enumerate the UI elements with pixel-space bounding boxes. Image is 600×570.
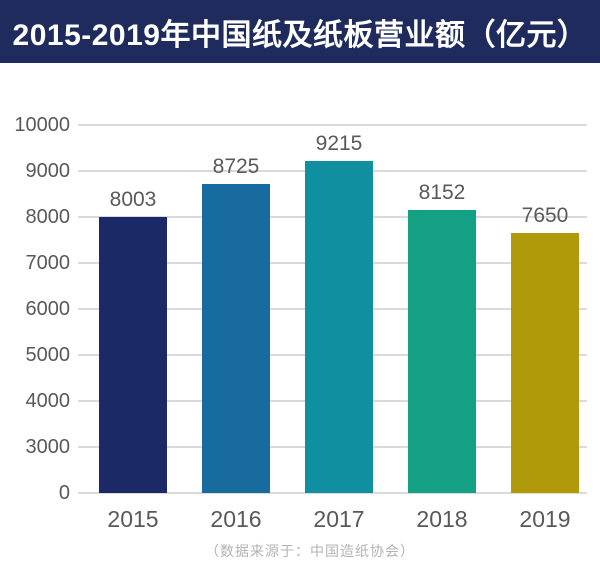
- bar-2015: [99, 216, 167, 493]
- bar-value-label: 7650: [521, 204, 569, 228]
- bar-2016: [202, 183, 270, 493]
- title-bar: 2015-2019年中国纸及纸板营业额（亿元）: [0, 0, 600, 63]
- y-tick-label: 0: [58, 482, 70, 504]
- chart-title: 2015-2019年中国纸及纸板营业额（亿元）: [12, 18, 588, 52]
- y-tick-label: 8000: [25, 206, 71, 228]
- gridline-0: [78, 492, 587, 494]
- x-tick-label-2016: 2016: [210, 506, 262, 532]
- bar-value-label: 8003: [109, 187, 157, 211]
- bar-2017: [305, 161, 373, 493]
- bar-value-label: 8725: [212, 154, 260, 178]
- bar-2019: [511, 233, 579, 493]
- x-tick-label-2019: 2019: [519, 506, 571, 532]
- y-tick-label: 6000: [25, 298, 71, 320]
- y-tick-label: 3000: [25, 436, 71, 458]
- bar-2018: [408, 210, 476, 493]
- data-source-note: （数据来源于：中国造纸协会）: [205, 543, 415, 559]
- bar-value-label: 9215: [315, 132, 363, 156]
- y-tick-label: 5000: [25, 344, 71, 366]
- bar-chart: 10000 9000 8000 7000 6000 5000 4000 3000 0 8003 8…: [0, 114, 600, 532]
- y-tick-label: 10000: [14, 114, 70, 136]
- x-tick-label-2018: 2018: [416, 506, 468, 532]
- y-tick-label: 9000: [25, 160, 71, 182]
- x-tick-label-2017: 2017: [313, 506, 365, 532]
- bar-value-label: 8152: [418, 181, 466, 204]
- y-tick-label: 4000: [25, 390, 71, 412]
- gridline-10000: [78, 124, 587, 126]
- y-tick-label: 7000: [25, 252, 71, 274]
- x-tick-label-2015: 2015: [107, 506, 159, 532]
